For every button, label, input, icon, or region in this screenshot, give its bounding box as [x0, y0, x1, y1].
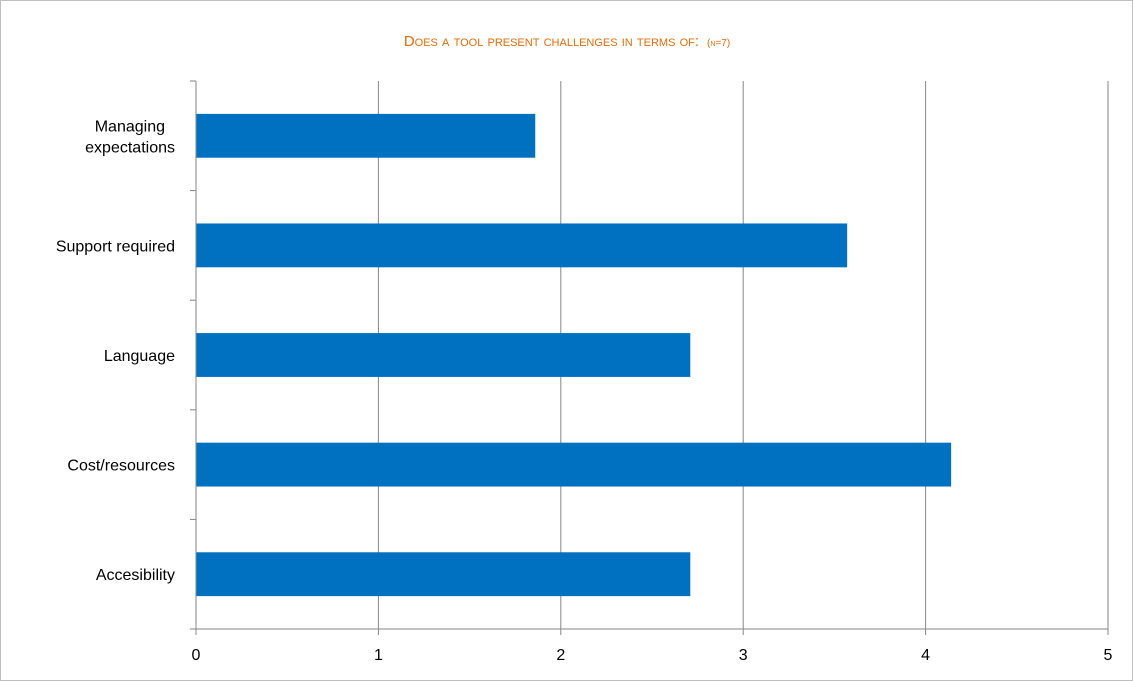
- category-label: Managing expectations: [85, 118, 175, 156]
- gridlines: [377, 81, 1109, 629]
- x-tick-label: 0: [192, 647, 201, 664]
- bars: [196, 113, 952, 597]
- category-labels: Managing expectations Support required Lang…: [56, 118, 175, 584]
- bar: [196, 552, 691, 597]
- x-tick-label: 1: [374, 647, 383, 664]
- category-label-line: expectations: [85, 139, 175, 156]
- category-label: Support required: [56, 238, 175, 255]
- category-label-line: Cost/resources: [67, 458, 175, 475]
- category-label: Cost/resources: [67, 458, 175, 475]
- category-label-line: Managing: [95, 118, 165, 135]
- category-label-line: Support required: [56, 238, 175, 255]
- axes: [190, 80, 1109, 635]
- chart-title-subtitle: (n=7): [707, 38, 730, 49]
- bar: [196, 442, 952, 487]
- chart-title-main: Does a tool present challenges in terms …: [404, 33, 699, 50]
- x-tick-label: 2: [556, 647, 565, 664]
- category-label-line: Language: [104, 348, 175, 365]
- category-label: Language: [104, 348, 175, 365]
- x-tick-label: 4: [921, 647, 930, 664]
- chart-title: Does a tool present challenges in terms …: [404, 33, 730, 50]
- x-tick-label: 5: [1104, 647, 1113, 664]
- bar: [196, 113, 536, 158]
- bar: [196, 333, 691, 377]
- category-label: Accesibility: [96, 567, 175, 584]
- x-tick-label: 3: [739, 647, 748, 664]
- x-tick-labels: 0 1 2 3 4 5: [192, 647, 1113, 664]
- category-label-line: Accesibility: [96, 567, 175, 584]
- bar: [196, 223, 848, 268]
